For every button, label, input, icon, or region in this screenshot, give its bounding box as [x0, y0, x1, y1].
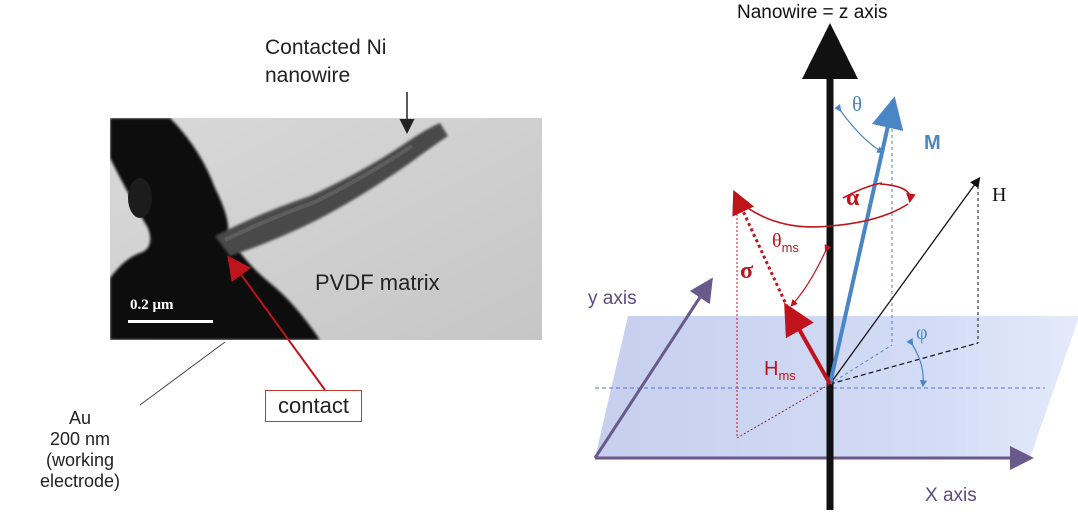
- hms-label: Hms: [764, 358, 796, 383]
- xy-plane: [595, 316, 1078, 458]
- theta-ms-main: θ: [772, 230, 782, 252]
- z-axis-label: Nanowire = z axis: [737, 2, 888, 23]
- contact-label: contact: [278, 393, 349, 418]
- h-projection-plane: [829, 342, 979, 385]
- phi-label: φ: [916, 322, 928, 344]
- h-label: H: [992, 184, 1007, 206]
- alpha-ellipse-upper: [842, 182, 883, 199]
- contact-label-box: contact: [265, 390, 362, 422]
- phi-arc: [906, 338, 928, 388]
- au-line1: Au: [68, 408, 92, 428]
- alpha-ellipse-right: [879, 183, 916, 204]
- left-annotations: [139, 92, 415, 406]
- magnetization-diagram: Nanowire = z axis y axis X axis θ M α H …: [540, 0, 1078, 516]
- m-projection-plane: [829, 344, 893, 385]
- au-electrode-label: Au 200 nm (working electrode): [40, 408, 120, 492]
- theta-ms-sub: ms: [781, 240, 799, 255]
- au-line4: electrode): [40, 471, 121, 491]
- theta-arc: [834, 104, 885, 154]
- scale-bar-label: 0.2 μm: [130, 297, 174, 313]
- sigma-label: σ: [740, 258, 754, 284]
- diagram-svg: [593, 23, 1078, 510]
- theta-ms-arc: [790, 244, 832, 307]
- hms-main: H: [764, 358, 779, 380]
- nanowire-label-line2: nanowire: [265, 64, 351, 87]
- micrograph-image: [110, 118, 542, 340]
- hms-vector: [784, 302, 832, 385]
- au-line2: 200 nm: [49, 429, 111, 449]
- hms-sub: ms: [778, 368, 796, 383]
- theta-label: θ: [852, 92, 863, 116]
- scale-bar: [128, 320, 213, 323]
- alpha-ellipse-lower: [736, 199, 909, 228]
- contact-pointer: [227, 255, 326, 391]
- au-pointer: [139, 341, 226, 406]
- pvdf-matrix-label: PVDF matrix: [315, 270, 440, 295]
- y-axis-label: y axis: [588, 288, 637, 309]
- y-axis-arrow: [593, 277, 713, 459]
- sigma-vector: [732, 189, 792, 314]
- m-label: M: [924, 132, 941, 154]
- nanowire-label-line1: Contacted Ni: [265, 36, 387, 59]
- sigma-projection-plane: [736, 383, 831, 439]
- h-vector: [829, 176, 981, 385]
- m-vector: [828, 96, 904, 385]
- tem-micrograph: [110, 118, 542, 340]
- au-line3: (working: [45, 450, 115, 470]
- micrograph-panel: Contacted Ni nanowire PVDF matrix 0.2 μm…: [0, 0, 542, 516]
- theta-ms-label: θms: [772, 230, 799, 255]
- x-axis-label: X axis: [925, 485, 977, 506]
- alpha-label: α: [846, 185, 860, 211]
